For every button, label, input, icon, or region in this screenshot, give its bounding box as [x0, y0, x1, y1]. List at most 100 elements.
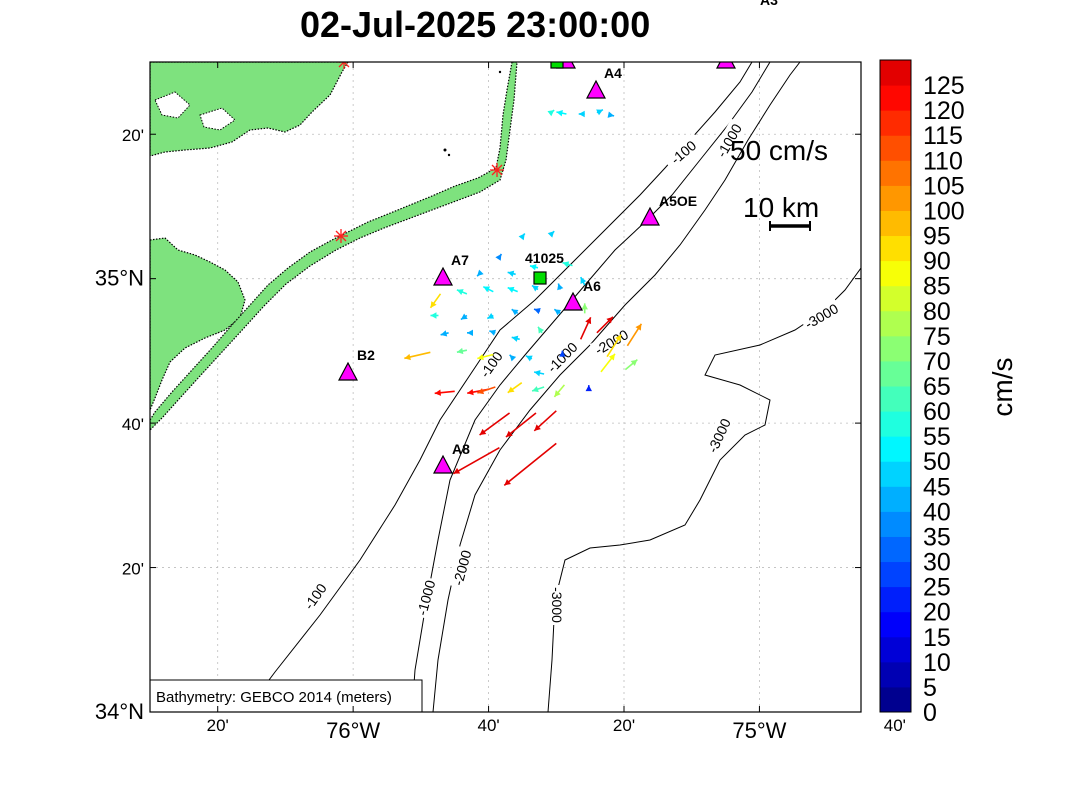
- colorbar-tick-label: 5: [923, 674, 937, 702]
- shoal-dots: [443, 148, 447, 152]
- scale-legend: 50 cm/s 10 km: [730, 135, 828, 231]
- current-vector: [511, 308, 519, 316]
- contour-label-bg: [702, 413, 735, 458]
- current-vector: [456, 347, 468, 355]
- current-vector: [606, 334, 622, 358]
- land-mass: [150, 62, 518, 431]
- current-vector: [547, 230, 555, 238]
- colorbar-swatch: [880, 310, 911, 337]
- colorbar-swatch: [880, 411, 911, 437]
- contour-label-bg: [589, 324, 633, 360]
- station-label: 41025: [525, 250, 564, 266]
- colorbar-swatch: [880, 185, 911, 211]
- station-triangle-icon: [640, 206, 660, 226]
- current-vector: [557, 283, 564, 291]
- current-vector: [477, 353, 494, 361]
- contour-label-bg: [412, 576, 439, 620]
- buoy-square-icon: [533, 271, 547, 285]
- current-vector: [453, 446, 500, 475]
- colorbar-swatch: [880, 135, 911, 161]
- colorbar-tick-label: 120: [923, 97, 965, 125]
- current-vector: [482, 285, 494, 293]
- stations: A4 A5OE A7 A6 B2 A8 41025: [338, 62, 736, 474]
- inland-shore: [150, 237, 246, 411]
- current-vector: [434, 389, 455, 396]
- map-area: [150, 62, 861, 712]
- current-vector: [607, 111, 615, 118]
- current-vector: [556, 110, 567, 117]
- station-marker: 41025: [525, 250, 564, 285]
- sound-islands: [154, 91, 236, 131]
- colorbar-tick-label: 0: [923, 699, 937, 727]
- colorbar-tick-label: 95: [923, 223, 951, 251]
- colorbar-swatch: [880, 561, 911, 588]
- shoal-dots: [498, 70, 502, 74]
- current-vector: [511, 335, 520, 342]
- current-vector: [507, 270, 516, 277]
- colorbar-tick-label: 25: [923, 574, 951, 602]
- page-title: 02-Jul-2025 23:00:00: [300, 4, 651, 45]
- colorbar-swatch: [880, 636, 911, 663]
- contour-label-text: -3000: [549, 587, 565, 623]
- buoy-square-icon: [550, 62, 564, 69]
- station-triangle-icon: [716, 62, 736, 69]
- current-vector: [507, 286, 518, 293]
- colorbar-swatch: [880, 461, 911, 487]
- current-vector: [559, 350, 566, 357]
- colorbar-tick-label: 115: [923, 122, 963, 150]
- lon-label: 76°W: [326, 718, 380, 743]
- station-label: A6: [583, 278, 601, 294]
- colorbar-swatch: [880, 285, 911, 312]
- colorbar-tick-label: 70: [923, 348, 951, 376]
- colorbar-label: cm/s: [987, 357, 1018, 416]
- lat-label: 20': [122, 126, 144, 145]
- contour-label-bg: [549, 585, 566, 625]
- current-vector: [507, 382, 523, 394]
- colorbar-tick-label: 45: [923, 473, 951, 501]
- outer-banks: [150, 62, 518, 431]
- colorbar-swatch: [880, 386, 911, 412]
- lat-label: 40': [122, 415, 144, 434]
- current-vector: [479, 412, 511, 436]
- colorbar-tick-label: 20: [923, 599, 951, 627]
- station-label: A8: [452, 441, 470, 457]
- station-marker: [550, 62, 564, 69]
- colorbar-tick-label: 55: [923, 423, 951, 451]
- current-vector: [503, 442, 557, 486]
- current-vector: [600, 353, 616, 373]
- current-vector: [460, 313, 468, 321]
- star-marker: [490, 163, 504, 177]
- contour-label-bg: [799, 298, 843, 334]
- current-vector: [585, 385, 592, 392]
- station-triangle-icon: [433, 266, 453, 286]
- contour-3000-west: [547, 267, 861, 712]
- current-vector: [547, 109, 555, 117]
- contour-label-bg: [472, 342, 510, 386]
- current-vector: [531, 284, 539, 292]
- colorbar-tick-label: 40: [923, 498, 951, 526]
- star-marker: [334, 229, 348, 243]
- colorbar-tick-label: 80: [923, 298, 951, 326]
- colorbar-tick-label: 35: [923, 523, 951, 551]
- station-triangle-icon: [586, 79, 606, 99]
- station-marker: A8: [433, 441, 470, 474]
- current-vector: [553, 384, 566, 398]
- lat-label: 35°N: [95, 266, 144, 291]
- colorbar-swatch: [880, 210, 911, 237]
- current-vector: [626, 323, 643, 347]
- colorbar-swatch: [880, 686, 911, 713]
- star-marker: [337, 62, 351, 69]
- current-vector: [489, 329, 497, 336]
- lon-label: 40': [884, 716, 906, 735]
- contour-label-bg: [662, 132, 704, 172]
- current-vector: [580, 276, 587, 286]
- colorbar: 0510152025303540455055606570758085909510…: [879, 59, 965, 727]
- colorbar-tick-label: 30: [923, 549, 951, 577]
- colorbar-swatch: [880, 335, 911, 362]
- scale-vector-label: 50 cm/s: [730, 135, 828, 166]
- colorbar-tick-label: 105: [923, 172, 965, 200]
- current-vector: [533, 370, 545, 377]
- colorbar-swatch: [880, 586, 911, 613]
- colorbar-tick-label: 10: [923, 649, 951, 677]
- station-marker: A5OE: [640, 193, 697, 226]
